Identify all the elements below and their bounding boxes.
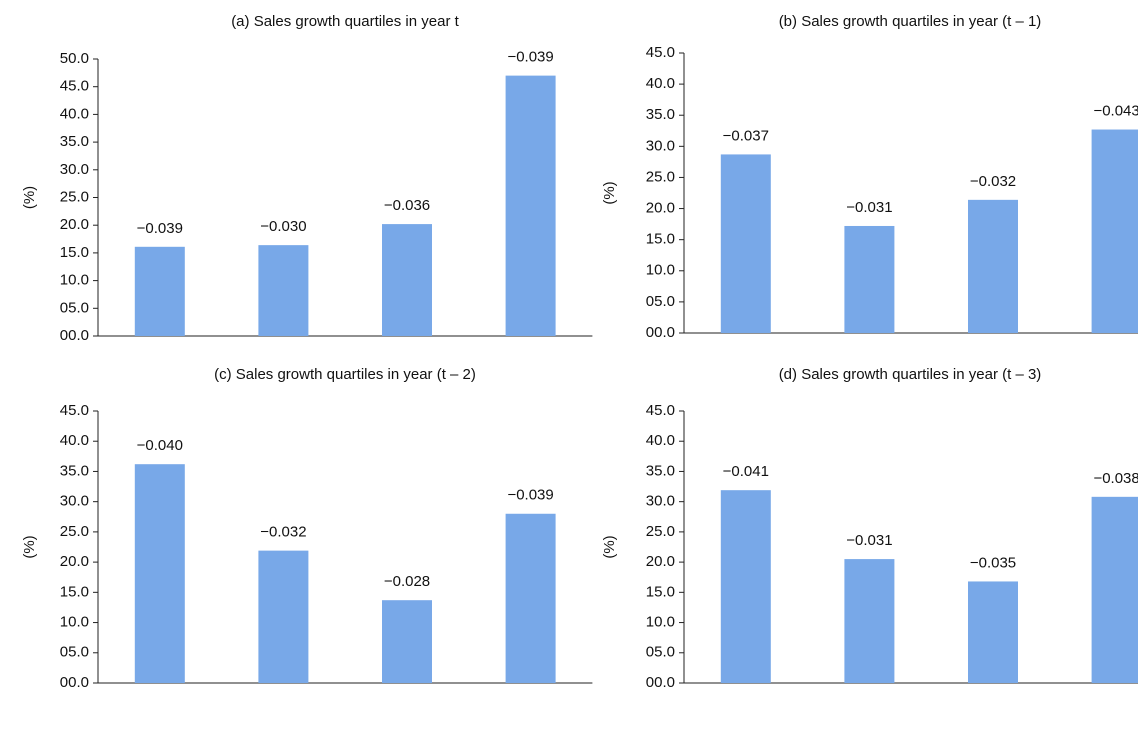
chart-title: (c) Sales growth quartiles in year (t – …	[214, 366, 476, 383]
y-tick-label: 25.0	[646, 523, 675, 540]
y-axis-label: (%)	[601, 535, 618, 558]
y-tick-label: 25.0	[60, 188, 89, 205]
bar	[1091, 129, 1138, 333]
bar-annotation: −0.028	[384, 573, 430, 590]
y-tick-label: 40.0	[646, 432, 675, 449]
bar-annotation: −0.039	[507, 49, 553, 66]
bar-annotation: −0.043	[1093, 103, 1138, 120]
bar	[134, 464, 185, 683]
bar	[505, 513, 556, 683]
bar-annotation: −0.036	[384, 197, 430, 214]
bar	[720, 154, 771, 333]
y-tick-label: 40.0	[60, 432, 89, 449]
y-tick-label: 05.0	[646, 293, 675, 310]
y-tick-label: 05.0	[60, 299, 89, 316]
bar	[258, 245, 309, 336]
chart-title: (d) Sales growth quartiles in year (t – …	[779, 366, 1042, 383]
bar	[134, 246, 185, 336]
chart-title: (a) Sales growth quartiles in year t	[231, 13, 459, 30]
bar-annotation: −0.030	[260, 218, 306, 235]
y-tick-label: 00.0	[60, 674, 89, 691]
bar	[968, 581, 1018, 683]
y-axis-label: (%)	[601, 181, 618, 204]
y-tick-label: 10.0	[60, 614, 89, 631]
y-tick-label: 05.0	[60, 644, 89, 661]
y-tick-label: 45.0	[646, 402, 675, 419]
y-tick-label: 45.0	[60, 402, 89, 419]
bar	[258, 550, 309, 683]
y-tick-label: 30.0	[60, 493, 89, 510]
y-tick-label: 00.0	[60, 327, 89, 344]
y-tick-label: 35.0	[646, 462, 675, 479]
bar-annotation: −0.031	[846, 532, 892, 549]
y-tick-label: 15.0	[646, 231, 675, 248]
y-tick-label: 35.0	[60, 462, 89, 479]
bar-annotation: −0.032	[260, 524, 306, 541]
y-tick-label: 10.0	[646, 262, 675, 279]
bar-annotation: −0.031	[846, 199, 892, 216]
y-axis-label: (%)	[21, 186, 38, 209]
bar-annotation: −0.039	[137, 220, 183, 237]
y-tick-label: 30.0	[646, 493, 675, 510]
y-tick-label: 30.0	[646, 137, 675, 154]
y-tick-label: 40.0	[60, 105, 89, 122]
bar-annotation: −0.038	[1093, 470, 1138, 487]
y-tick-label: 00.0	[646, 674, 675, 691]
y-tick-label: 15.0	[60, 583, 89, 600]
bar	[382, 600, 432, 683]
y-tick-label: 10.0	[60, 272, 89, 289]
y-tick-label: 10.0	[646, 614, 675, 631]
y-tick-label: 25.0	[60, 523, 89, 540]
y-tick-label: 40.0	[646, 75, 675, 92]
y-tick-label: 35.0	[60, 133, 89, 150]
y-tick-label: 20.0	[60, 216, 89, 233]
bar-annotation: −0.032	[970, 173, 1016, 190]
y-tick-label: 50.0	[60, 50, 89, 67]
y-tick-label: 25.0	[646, 168, 675, 185]
bar-annotation: −0.040	[137, 437, 183, 454]
bar	[720, 490, 771, 683]
y-tick-label: 30.0	[60, 161, 89, 178]
bar	[844, 225, 895, 333]
y-tick-label: 15.0	[60, 244, 89, 261]
y-tick-label: 00.0	[646, 324, 675, 341]
y-tick-label: 45.0	[60, 78, 89, 95]
y-tick-label: 20.0	[646, 200, 675, 217]
bar	[968, 199, 1018, 333]
y-tick-label: 35.0	[646, 106, 675, 123]
bar-annotation: −0.041	[723, 463, 769, 480]
y-tick-label: 20.0	[60, 553, 89, 570]
y-tick-label: 05.0	[646, 644, 675, 661]
bar-annotation: −0.037	[723, 127, 769, 144]
y-axis-label: (%)	[21, 535, 38, 558]
bar	[505, 75, 556, 337]
bar	[844, 559, 895, 683]
bar-annotation: −0.039	[507, 487, 553, 504]
chart-title: (b) Sales growth quartiles in year (t – …	[779, 13, 1042, 30]
bar	[382, 224, 432, 336]
y-tick-label: 45.0	[646, 44, 675, 61]
y-tick-label: 20.0	[646, 553, 675, 570]
bar	[1091, 496, 1138, 683]
bar-annotation: −0.035	[970, 554, 1016, 571]
y-tick-label: 15.0	[646, 583, 675, 600]
